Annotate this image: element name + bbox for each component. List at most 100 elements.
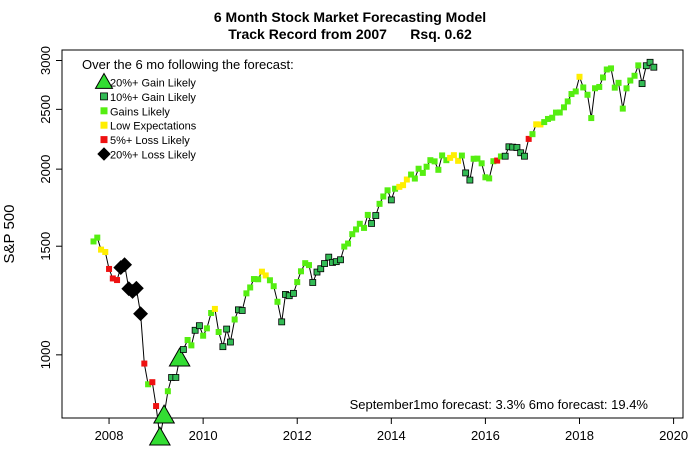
data-point-gain10 [238, 307, 246, 314]
data-point-gain10 [290, 289, 297, 297]
data-point-gains [419, 169, 426, 176]
data-point-gain10 [387, 196, 395, 204]
forecast-annotation: September1mo forecast: 3.3% 6mo forecast… [350, 397, 649, 412]
data-point-gain10 [521, 152, 528, 160]
legend-marker-gain10 [100, 92, 108, 101]
data-point-gains [200, 332, 207, 339]
data-point-gains [486, 175, 493, 182]
data-point-gain10 [372, 212, 380, 219]
data-point-gains [603, 66, 610, 73]
legend-label-low: Low Expectations [110, 121, 197, 133]
data-point-gains [305, 262, 312, 269]
data-point-gains [302, 260, 309, 267]
data-point-low [258, 268, 265, 275]
legend-marker-gain20 [94, 72, 114, 89]
data-point-gains [572, 88, 579, 95]
data-point-gain10 [638, 80, 646, 88]
data-point-gain10 [646, 58, 654, 66]
data-point-gains [423, 163, 430, 170]
data-point-gains [392, 185, 399, 192]
y-tick-label: 2500 [38, 95, 53, 124]
data-point-low [576, 73, 583, 80]
data-point-low [396, 183, 403, 190]
data-point-low [403, 176, 410, 183]
data-point-gain10 [195, 322, 203, 330]
data-point-gains [411, 175, 418, 182]
data-point-gains [584, 91, 591, 98]
data-point-gains [568, 91, 575, 98]
data-point-gain10 [179, 346, 187, 353]
data-point-gains [427, 157, 434, 164]
data-point-gains [184, 336, 191, 343]
data-point-gains [243, 290, 250, 297]
data-point-gains [250, 276, 257, 283]
data-point-loss5 [149, 379, 156, 386]
data-point-low [98, 246, 105, 253]
track-line [93, 61, 655, 438]
data-point-gains [541, 119, 548, 126]
data-point-gain20 [148, 426, 171, 446]
legend-marker-loss5 [100, 136, 108, 144]
data-point-gains [353, 226, 360, 233]
legend-label-loss5: 5%+ Loss Likely [110, 135, 190, 147]
x-tick-label: 2018 [565, 428, 594, 443]
data-point-gain10 [501, 152, 509, 160]
legend-marker-loss20 [97, 147, 111, 161]
data-point-gains [364, 211, 371, 218]
data-point-gains [164, 388, 171, 395]
data-point-gains [356, 220, 363, 227]
legend-marker-gains [100, 107, 108, 115]
data-point-gains [439, 152, 446, 159]
data-point-gains [266, 277, 273, 284]
data-point-gains [294, 279, 301, 286]
data-point-gains [203, 325, 210, 332]
data-point-gains [431, 158, 438, 165]
data-point-gains [623, 85, 630, 92]
data-point-low [447, 154, 454, 161]
data-point-gains [627, 77, 634, 84]
data-point-gains [435, 166, 442, 173]
data-point-low [211, 305, 218, 312]
data-point-gains [90, 238, 97, 245]
data-point-gains [544, 115, 551, 122]
data-point-gains [349, 231, 356, 238]
data-point-gain10 [462, 169, 470, 177]
data-point-gains [580, 84, 587, 91]
x-tick-label: 2012 [283, 428, 312, 443]
data-point-gains [361, 224, 368, 231]
data-point-gains [145, 381, 152, 388]
legend-title: Over the 6 mo following the forecast: [82, 57, 294, 72]
data-point-gains [443, 157, 450, 164]
y-tick-label: 1500 [38, 232, 53, 261]
data-point-low [537, 121, 544, 128]
data-point-low [400, 182, 407, 189]
data-point-gains [408, 171, 415, 178]
data-point-gains [482, 174, 489, 181]
data-point-gains [560, 104, 567, 111]
data-point-gains [255, 276, 262, 283]
data-point-gain10 [219, 343, 227, 351]
data-point-gains [592, 85, 599, 92]
data-point-loss5 [106, 265, 113, 272]
points [90, 58, 658, 446]
data-point-loss20 [117, 257, 133, 273]
data-point-gains [384, 187, 391, 194]
data-point-gain10 [337, 256, 344, 264]
data-point-gain10 [513, 144, 521, 151]
data-point-gains [619, 105, 626, 112]
legend-marker-low [100, 121, 108, 129]
legend-label-gains: Gains Likely [110, 106, 170, 118]
x-tick-label: 2016 [471, 428, 500, 443]
data-point-gains [635, 62, 642, 69]
x-tick-label: 2020 [659, 428, 688, 443]
data-point-gains [415, 165, 422, 172]
data-point-gains [478, 160, 485, 167]
x-tick-label: 2014 [377, 428, 406, 443]
x-tick-label: 2010 [189, 428, 218, 443]
y-tick-label: 1000 [38, 340, 53, 369]
data-point-gains [215, 329, 222, 336]
y-tick-label: 2000 [38, 155, 53, 184]
data-point-gains [608, 65, 615, 72]
data-point-gain10 [278, 318, 286, 326]
data-point-gains [188, 342, 195, 349]
